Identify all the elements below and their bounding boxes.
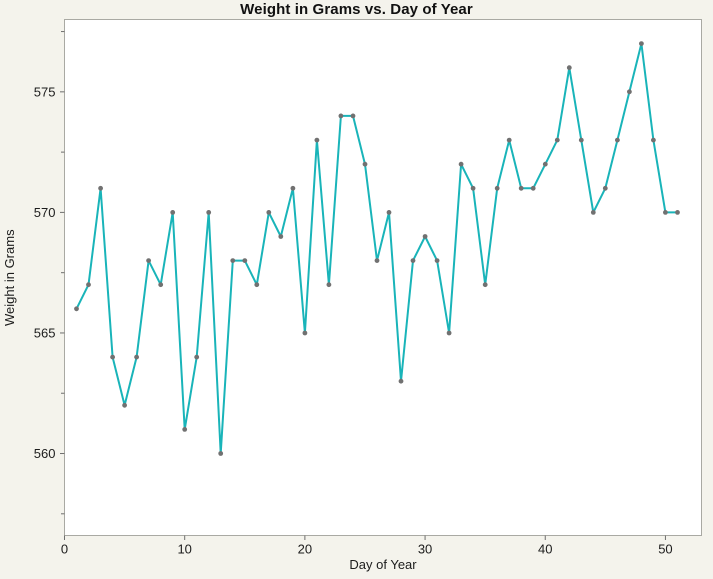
data-point <box>230 258 236 263</box>
data-point <box>554 137 560 143</box>
x-tick-label: 0 <box>61 542 68 557</box>
data-point <box>602 185 608 191</box>
data-point <box>386 210 392 215</box>
y-axis-label: Weight in Grams <box>2 229 17 326</box>
y-tick-label: 565 <box>34 325 56 340</box>
data-point <box>110 354 115 360</box>
data-point <box>627 89 632 95</box>
data-point <box>146 258 152 263</box>
data-point <box>458 161 464 167</box>
y-tick-label: 575 <box>34 84 56 99</box>
data-point <box>482 282 488 288</box>
data-point <box>506 137 512 143</box>
data-point <box>218 451 224 456</box>
data-point <box>302 330 308 336</box>
x-tick-label: 50 <box>658 542 672 557</box>
x-tick-label: 10 <box>177 542 191 557</box>
data-point <box>350 113 356 119</box>
data-point <box>170 210 176 215</box>
data-point <box>663 210 668 215</box>
data-point <box>374 258 380 263</box>
data-point <box>410 258 416 263</box>
data-point <box>446 330 452 336</box>
data-point <box>206 210 212 215</box>
data-point <box>86 282 91 288</box>
data-point <box>651 137 656 143</box>
data-point <box>122 402 127 408</box>
data-point <box>362 161 368 167</box>
data-point <box>338 113 344 119</box>
data-point <box>398 378 404 384</box>
data-point <box>434 258 440 263</box>
data-point <box>326 282 332 288</box>
data-point <box>615 137 620 143</box>
data-point <box>639 41 644 46</box>
data-point <box>266 210 272 215</box>
data-point <box>530 185 536 191</box>
data-point <box>182 427 188 432</box>
data-point <box>566 65 572 71</box>
x-tick-label: 40 <box>538 542 552 557</box>
data-point <box>675 210 680 215</box>
data-point <box>542 161 548 167</box>
x-tick-label: 30 <box>418 542 432 557</box>
data-point <box>254 282 260 288</box>
data-point <box>470 185 476 191</box>
data-point <box>578 137 584 143</box>
data-point <box>290 185 296 191</box>
data-point <box>590 210 596 215</box>
data-point <box>518 185 524 191</box>
data-point <box>194 354 200 360</box>
data-point <box>74 306 79 312</box>
chart-title: Weight in Grams vs. Day of Year <box>240 1 473 18</box>
plot-frame <box>64 19 702 536</box>
data-point <box>98 185 103 191</box>
data-point <box>134 354 140 360</box>
x-tick-label: 20 <box>298 542 312 557</box>
data-point <box>158 282 164 288</box>
data-point <box>422 234 428 239</box>
data-point <box>494 185 500 191</box>
data-point <box>314 137 320 143</box>
data-point <box>278 234 284 239</box>
x-axis-label: Day of Year <box>349 557 417 572</box>
y-tick-label: 570 <box>34 205 56 220</box>
data-point <box>242 258 248 263</box>
y-tick-label: 560 <box>34 446 56 461</box>
